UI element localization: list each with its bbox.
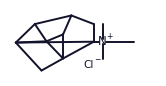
- Text: +: +: [106, 32, 113, 41]
- Text: N: N: [98, 35, 107, 48]
- Text: −: −: [94, 55, 101, 64]
- Text: Cl: Cl: [84, 60, 94, 70]
